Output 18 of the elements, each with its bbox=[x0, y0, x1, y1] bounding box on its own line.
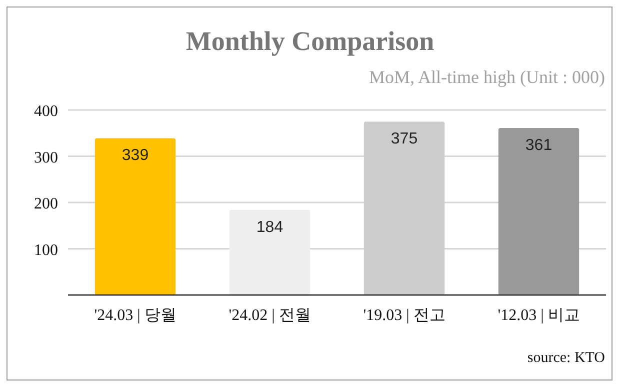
y-tick-label: 200 bbox=[34, 196, 58, 212]
data-label: 184 bbox=[256, 218, 284, 236]
x-tick-label: '12.03 | 비교 bbox=[498, 307, 580, 324]
chart-title: Monthly Comparison bbox=[186, 26, 434, 56]
y-tick-label: 300 bbox=[34, 149, 58, 166]
data-label: 375 bbox=[390, 130, 418, 148]
chart-subtitle: MoM, All-time high (Unit : 000) bbox=[369, 67, 605, 87]
data-label: 339 bbox=[122, 147, 149, 164]
data-label: 361 bbox=[525, 137, 552, 154]
x-tick-label: '24.03 | 당월 bbox=[94, 307, 176, 324]
bar bbox=[94, 138, 176, 295]
x-tick-label: '24.02 | 전월 bbox=[228, 307, 311, 324]
y-tick-label: 400 bbox=[34, 103, 58, 120]
y-tick-label: 100 bbox=[34, 242, 58, 259]
bar bbox=[229, 210, 310, 295]
x-tick-label: '19.03 | 전고 bbox=[363, 307, 446, 324]
bar bbox=[498, 128, 580, 295]
source-note: source: KTO bbox=[527, 350, 606, 366]
